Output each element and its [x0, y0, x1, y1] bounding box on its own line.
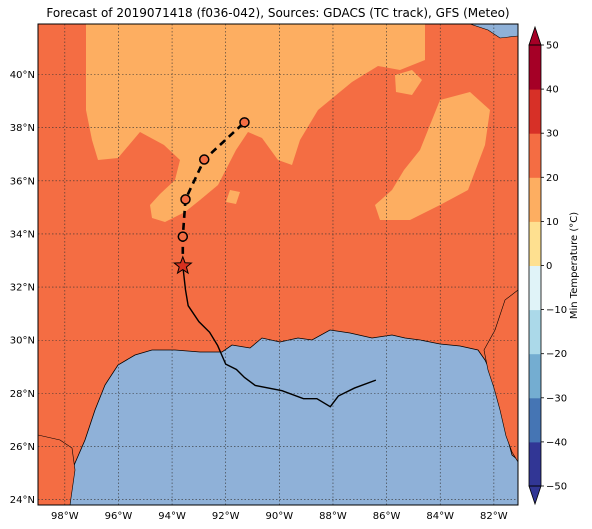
colorbar-tick-label: −50	[546, 482, 567, 493]
longitude-tick-label: 84°W	[426, 511, 454, 522]
land-cool-region-east	[375, 92, 490, 220]
colorbar-tick-label: 20	[546, 173, 559, 184]
colorbar-min-extension	[528, 485, 542, 506]
map-content	[38, 24, 518, 505]
colorbar-bin	[529, 177, 541, 222]
colorbar-bin	[529, 265, 541, 311]
colorbar-label: Min Temperature (°C)	[569, 212, 580, 319]
forecast-position-marker	[180, 194, 191, 205]
graticule	[38, 24, 518, 505]
land-cool-patch	[226, 190, 240, 204]
longitude-tick-labels: 98°W 96°W 94°W 92°W 90°W 88°W 86°W 84°W 82°W	[51, 511, 508, 522]
colorbar-bin	[529, 89, 541, 134]
longitude-tick-label: 82°W	[480, 511, 508, 522]
colorbar-tick-label: 50	[546, 41, 559, 52]
colorbar-tick-label: 40	[546, 85, 559, 96]
forecast-position-marker	[239, 117, 250, 128]
tc-track	[172, 117, 377, 408]
colorbar-tick-label: −20	[546, 349, 567, 360]
forecast-position-marker	[199, 154, 210, 165]
longitude-tick-label: 94°W	[158, 511, 186, 522]
colorbar-tick-label: −40	[546, 437, 567, 448]
map-frame	[37, 23, 519, 506]
gulf-of-mexico	[69, 329, 518, 505]
latitude-tick-label: 34°N	[10, 229, 35, 240]
latitude-tick-label: 26°N	[10, 442, 35, 453]
current-position-star	[172, 255, 193, 275]
colorbar-bin	[529, 441, 541, 487]
longitude-tick-label: 90°W	[266, 511, 294, 522]
colorbar-bin	[529, 45, 541, 90]
colorbar-bin	[529, 221, 541, 266]
florida-peninsula	[483, 289, 518, 463]
colorbar-tick-label: 30	[546, 129, 559, 140]
longitude-tick-label: 86°W	[373, 511, 401, 522]
latitude-tick-label: 30°N	[10, 336, 35, 347]
colorbar-bin	[529, 309, 541, 355]
mexico-land	[38, 434, 76, 505]
longitude-tick-label: 98°W	[51, 511, 79, 522]
latitude-tick-label: 38°N	[10, 123, 35, 134]
latitude-tick-labels: 24°N 26°N 28°N 30°N 32°N 34°N 36°N 38°N 40°N	[10, 70, 35, 506]
longitude-tick-label: 88°W	[319, 511, 347, 522]
colorbar-tick-label: 10	[546, 217, 559, 228]
land-cool-patch	[395, 70, 422, 95]
latitude-tick-label: 32°N	[10, 283, 35, 294]
past-track-line	[182, 265, 377, 408]
longitude-tick-label: 96°W	[105, 511, 133, 522]
colorbar-tick-label: −10	[546, 305, 567, 316]
colorbar: 50 40 30 20 10 0 −10 −20 −30 −40 −50 Min Temperatur…	[528, 25, 580, 506]
longitude-tick-label: 92°W	[212, 511, 240, 522]
latitude-tick-label: 24°N	[10, 495, 35, 506]
colorbar-tick-label: −30	[546, 393, 567, 404]
colorbar-bin	[529, 133, 541, 178]
latitude-tick-label: 40°N	[10, 70, 35, 81]
latitude-tick-label: 36°N	[10, 176, 35, 187]
colorbar-bin	[529, 397, 541, 443]
map-title: Forecast of 2019071418 (f036-042), Sourc…	[46, 6, 510, 20]
latitude-tick-label: 28°N	[10, 389, 35, 400]
colorbar-bin	[529, 353, 541, 399]
land-cool-region-north	[86, 24, 425, 222]
colorbar-tick-label: 0	[546, 261, 552, 272]
forecast-position-marker	[177, 231, 189, 242]
colorbar-max-extension	[528, 25, 542, 46]
